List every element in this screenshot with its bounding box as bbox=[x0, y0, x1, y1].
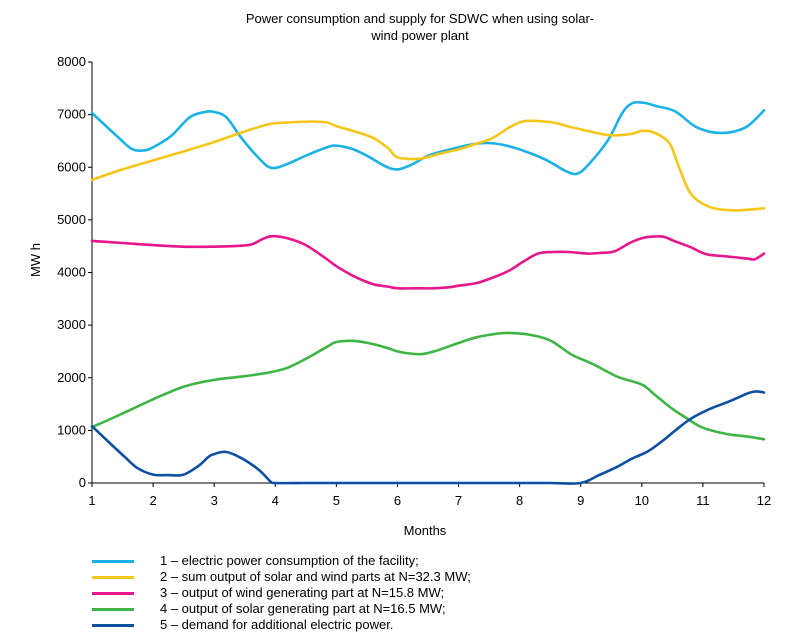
x-tick-label: 6 bbox=[394, 493, 401, 508]
x-tick-label: 7 bbox=[455, 493, 462, 508]
y-tick-label: 0 bbox=[79, 475, 86, 490]
chart-axes bbox=[91, 62, 764, 484]
legend-item-1: 1 – electric power consumption of the fa… bbox=[92, 553, 592, 569]
y-tick-label: 8000 bbox=[57, 54, 86, 69]
legend-item-4: 4 – output of solar generating part at N… bbox=[92, 601, 592, 617]
y-tick-label: 5000 bbox=[57, 212, 86, 227]
y-tick-label: 4000 bbox=[57, 265, 86, 280]
legend-label-4: 4 – output of solar generating part at N… bbox=[160, 601, 446, 616]
x-tick-label: 10 bbox=[635, 493, 649, 508]
series-line-1 bbox=[90, 100, 766, 176]
x-tick-label: 3 bbox=[211, 493, 218, 508]
legend-label-5: 5 – demand for additional electric power… bbox=[160, 617, 394, 632]
legend-swatch-1 bbox=[92, 560, 134, 563]
x-tick-label: 1 bbox=[88, 493, 95, 508]
x-tick-label: 8 bbox=[516, 493, 523, 508]
chart-legend: 1 – electric power consumption of the fa… bbox=[92, 553, 592, 633]
x-tick-label: 5 bbox=[333, 493, 340, 508]
x-tick-label: 4 bbox=[272, 493, 279, 508]
y-tick-label: 7000 bbox=[57, 107, 86, 122]
legend-item-3: 3 – output of wind generating part at N=… bbox=[92, 585, 592, 601]
chart-title-line1: Power consumption and supply for SDWC wh… bbox=[245, 11, 595, 26]
series-line-3 bbox=[90, 234, 766, 290]
y-axis-label: MW h bbox=[28, 243, 43, 277]
y-tick-label: 1000 bbox=[57, 422, 86, 437]
legend-label-3: 3 – output of wind generating part at N=… bbox=[160, 585, 445, 600]
legend-item-2: 2 – sum output of solar and wind parts a… bbox=[92, 569, 592, 585]
legend-item-5: 5 – demand for additional electric power… bbox=[92, 617, 592, 633]
x-tick-label: 9 bbox=[577, 493, 584, 508]
y-axis-ticks: 0 1000 2000 3000 4000 5000 6000 7000 8000 bbox=[57, 54, 92, 490]
x-axis-label: Months bbox=[404, 523, 447, 538]
legend-swatch-2 bbox=[92, 576, 134, 579]
series-line-2 bbox=[90, 119, 766, 212]
legend-swatch-3 bbox=[92, 592, 134, 595]
legend-swatch-5 bbox=[92, 624, 134, 627]
series-line-5 bbox=[90, 390, 766, 485]
y-tick-label: 6000 bbox=[57, 159, 86, 174]
legend-label-1: 1 – electric power consumption of the fa… bbox=[160, 553, 419, 568]
chart-title-line2: wind power plant bbox=[371, 28, 469, 43]
legend-label-2: 2 – sum output of solar and wind parts a… bbox=[160, 569, 471, 584]
y-tick-label: 2000 bbox=[57, 370, 86, 385]
x-tick-label: 12 bbox=[757, 493, 771, 508]
x-axis-ticks: 1 2 3 4 5 6 7 8 9 10 11 12 bbox=[88, 483, 771, 508]
x-tick-label: 11 bbox=[696, 493, 710, 508]
legend-swatch-4 bbox=[92, 608, 134, 611]
series-line-4 bbox=[90, 331, 766, 441]
x-tick-label: 2 bbox=[149, 493, 156, 508]
y-tick-label: 3000 bbox=[57, 317, 86, 332]
series-lines bbox=[90, 100, 766, 485]
